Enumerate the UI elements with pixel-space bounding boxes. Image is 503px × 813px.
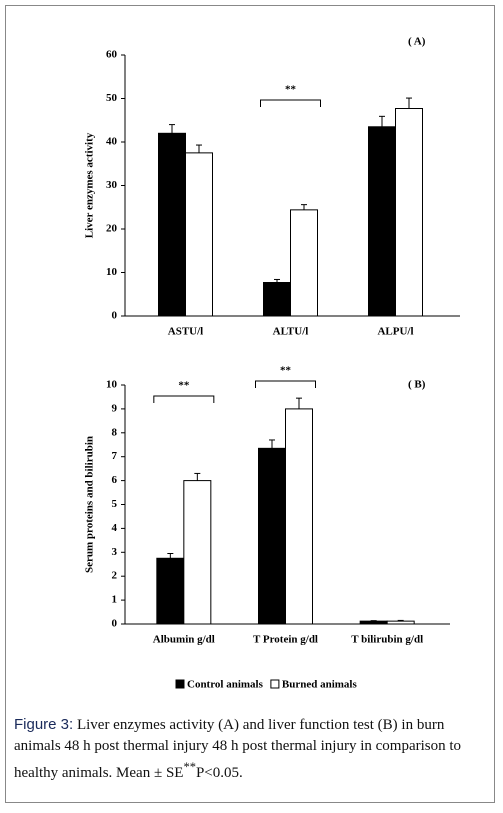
significance-label: ** (280, 365, 292, 377)
y-tick-label: 2 (112, 570, 118, 582)
bar (156, 557, 185, 625)
legend-swatch (175, 679, 185, 689)
x-tick-label: T bilirubin g/dl (351, 634, 423, 646)
y-tick-label: 60 (106, 49, 118, 61)
y-axis-label: Serum proteins and bilirubin (84, 436, 96, 573)
bar (183, 480, 212, 625)
bar (285, 408, 313, 625)
bar (368, 126, 396, 317)
y-tick-label: 7 (112, 450, 118, 462)
y-tick-label: 0 (112, 618, 118, 630)
y-tick-label: 10 (106, 266, 118, 278)
y-tick-label: 30 (106, 179, 118, 191)
bar (386, 620, 415, 625)
significance-bracket (153, 395, 215, 403)
bar (263, 282, 291, 317)
y-tick-label: 5 (112, 498, 118, 510)
y-tick-label: 10 (106, 379, 118, 391)
significance-label: ** (285, 84, 297, 96)
y-tick-label: 1 (112, 594, 118, 606)
y-tick-label: 50 (106, 92, 118, 104)
panel-label: ( B) (408, 379, 426, 391)
legend-swatch (270, 679, 280, 689)
y-tick-label: 9 (112, 402, 118, 414)
significance-label: ** (178, 380, 190, 392)
significance-bracket (260, 99, 321, 107)
legend-label: Burned animals (282, 679, 358, 691)
x-tick-label: Albumin g/dl (153, 634, 215, 646)
caption-text: Liver enzymes activity (A) and liver fun… (14, 717, 462, 781)
bar (158, 132, 186, 317)
y-tick-label: 4 (112, 522, 118, 534)
y-tick-label: 3 (112, 546, 118, 558)
x-tick-label: ALTU/l (273, 326, 309, 338)
y-tick-label: 8 (112, 426, 118, 438)
y-tick-label: 20 (106, 223, 118, 235)
caption-superscript: ** (183, 760, 196, 774)
x-tick-label: ASTU/l (168, 326, 203, 338)
y-tick-label: 0 (112, 310, 118, 322)
bar (185, 152, 213, 317)
y-tick-label: 40 (106, 136, 118, 148)
y-axis-label: Liver enzymes activity (84, 132, 96, 238)
y-tick-label: 6 (112, 474, 118, 486)
panel-label: ( A) (408, 36, 426, 48)
bar (395, 108, 423, 317)
bar (258, 447, 286, 625)
caption-text-after: P<0.05. (195, 765, 243, 781)
caption: Figure 3: Liver enzymes activity (A) and… (14, 714, 486, 784)
x-tick-label: T Protein g/dl (253, 634, 318, 646)
caption-label: Figure 3: (14, 716, 74, 733)
figure-frame (5, 5, 495, 803)
bar (290, 209, 318, 317)
bar (359, 620, 388, 625)
x-tick-label: ALPU/l (377, 326, 413, 338)
significance-bracket (255, 380, 316, 388)
legend-label: Control animals (187, 679, 264, 691)
